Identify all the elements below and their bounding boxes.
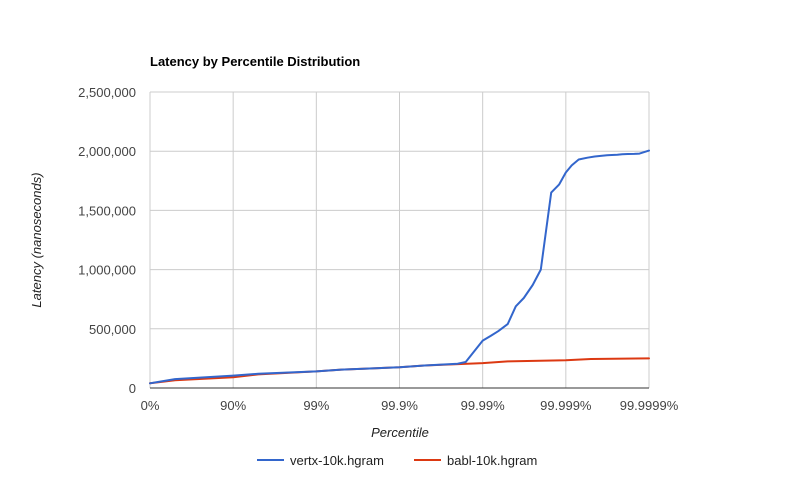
x-tick-label: 99.99% <box>461 398 506 413</box>
y-tick-label: 1,000,000 <box>78 263 136 278</box>
x-tick-label: 99.999% <box>540 398 592 413</box>
y-tick-label: 2,500,000 <box>78 85 136 100</box>
legend: vertx-10k.hgram babl-10k.hgram <box>257 453 537 468</box>
y-tick-label: 1,500,000 <box>78 203 136 218</box>
x-axis-ticks: 0% 90% 99% 99.9% 99.99% 99.999% 99.9999% <box>141 398 679 413</box>
legend-label: babl-10k.hgram <box>447 453 537 468</box>
x-tick-label: 99.9999% <box>620 398 679 413</box>
x-tick-label: 99.9% <box>381 398 418 413</box>
x-axis-label: Percentile <box>371 425 429 440</box>
y-axis-label: Latency (nanoseconds) <box>29 172 44 307</box>
y-axis-ticks: 0 500,000 1,000,000 1,500,000 2,000,000 2,500… <box>78 85 136 396</box>
y-tick-label: 500,000 <box>89 322 136 337</box>
grid <box>149 91 650 389</box>
y-tick-label: 0 <box>129 381 136 396</box>
series-line-0 <box>149 149 650 385</box>
chart-title: Latency by Percentile Distribution <box>150 54 360 69</box>
legend-label: vertx-10k.hgram <box>290 453 384 468</box>
y-tick-label: 2,000,000 <box>78 144 136 159</box>
x-tick-label: 0% <box>141 398 160 413</box>
x-tick-label: 90% <box>220 398 246 413</box>
x-tick-label: 99% <box>303 398 329 413</box>
series-lines <box>149 149 650 385</box>
